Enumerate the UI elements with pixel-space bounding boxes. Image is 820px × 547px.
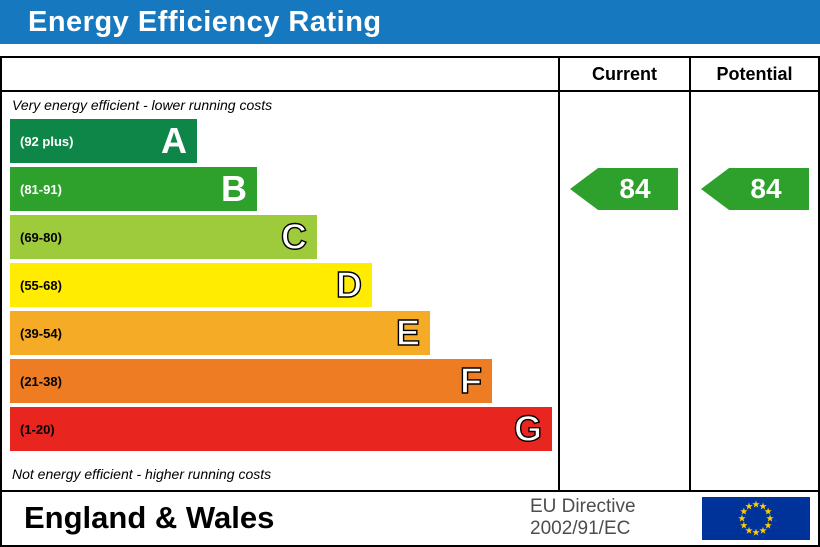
band-chart: Very energy efficient - lower running co…: [2, 92, 558, 490]
band-c-letter: C: [280, 216, 307, 257]
eu-flag-star: [759, 502, 767, 510]
eu-flag-icon: [702, 497, 810, 540]
current-rating-value: 84: [619, 173, 651, 204]
footer-bar: England & Wales EU Directive 2002/91/EC: [2, 490, 818, 545]
eu-directive-text: EU Directive 2002/91/EC: [530, 496, 636, 540]
eu-flag-star: [764, 507, 772, 515]
eu-flag-star: [740, 507, 748, 515]
eu-flag-star: [745, 502, 753, 510]
column-divider-current: [558, 58, 560, 490]
band-f-range-label: (21-38): [20, 373, 62, 389]
eu-flag-star: [752, 528, 760, 536]
current-column-header: Current: [591, 63, 657, 84]
band-d-letter: D: [335, 264, 362, 305]
title-bar: Energy Efficiency Rating: [0, 0, 820, 44]
rating-table: Current Potential Very energy efficient …: [0, 56, 820, 547]
eu-flag-star: [764, 521, 772, 529]
page-title: Energy Efficiency Rating: [28, 5, 382, 38]
band-b: (81-91) B: [10, 167, 257, 211]
top-note: Very energy efficient - lower running co…: [12, 97, 273, 113]
eu-directive-line2: 2002/91/EC: [530, 518, 631, 539]
band-b-letter: B: [221, 168, 247, 209]
band-g: (1-20) G: [10, 407, 552, 451]
band-e-letter: E: [395, 312, 420, 353]
band-e-range-label: (39-54): [20, 325, 62, 341]
eu-flag-star: [766, 514, 774, 522]
band-f: (21-38) F: [10, 359, 492, 403]
bands-container: (92 plus) A (81-91) B (69-80) C (55-68) …: [10, 119, 552, 455]
eu-flag-star: [745, 526, 753, 534]
band-c-range-label: (69-80): [20, 229, 62, 245]
band-f-letter: F: [459, 360, 482, 401]
potential-column-header: Potential: [716, 63, 793, 84]
band-a: (92 plus) A: [10, 119, 197, 163]
band-a-letter: A: [161, 120, 187, 161]
eu-flag-star: [738, 514, 746, 522]
column-divider-potential: [689, 58, 691, 490]
header-divider: [2, 90, 818, 92]
potential-rating-arrow: 84: [701, 168, 809, 210]
band-g-range-label: (1-20): [20, 421, 55, 437]
eu-flag-star: [759, 526, 767, 534]
band-e: (39-54) E: [10, 311, 430, 355]
band-b-range-label: (81-91): [20, 181, 62, 197]
eu-flag-star: [740, 521, 748, 529]
band-d: (55-68) D: [10, 263, 372, 307]
band-d-range-label: (55-68): [20, 277, 62, 293]
region-label: England & Wales: [24, 499, 275, 535]
eu-flag-star: [752, 500, 760, 508]
band-c: (69-80) C: [10, 215, 317, 259]
bottom-note: Not energy efficient - higher running co…: [12, 466, 272, 482]
current-rating-arrow: 84: [570, 168, 678, 210]
potential-rating-value: 84: [750, 173, 782, 204]
eu-directive-line1: EU Directive: [530, 496, 636, 517]
band-g-letter: G: [513, 408, 542, 449]
band-a-range-label: (92 plus): [20, 133, 74, 149]
